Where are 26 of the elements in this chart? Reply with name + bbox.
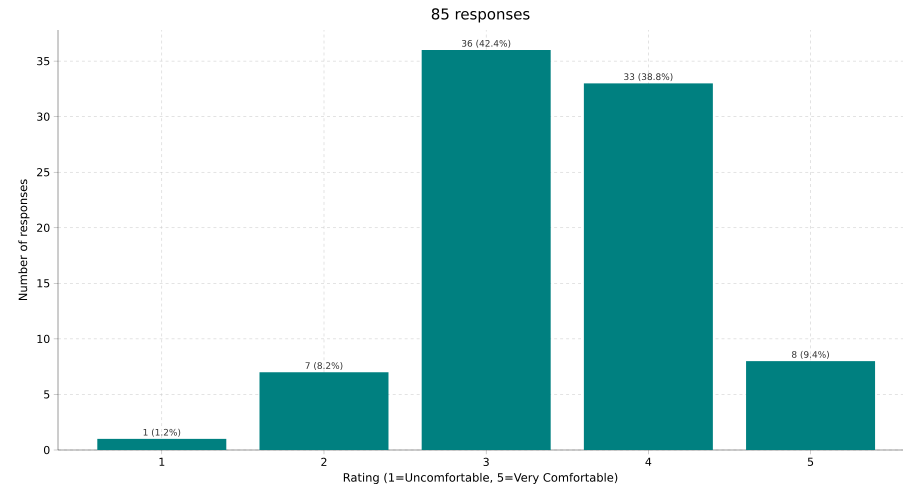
y-tick-label: 30 <box>37 112 50 121</box>
y-tick-label: 10 <box>37 334 50 344</box>
data-label: 1 (1.2%) <box>144 428 180 437</box>
x-tick-label: 5 <box>808 458 814 466</box>
x-tick-label: 2 <box>321 458 326 466</box>
data-label: 33 (38.8%) <box>624 73 672 82</box>
y-tick-label: 20 <box>37 224 50 232</box>
bar <box>584 83 713 450</box>
bar <box>422 50 551 450</box>
y-tick-label: 15 <box>37 279 50 288</box>
data-label: 7 (8.2%) <box>306 362 342 370</box>
y-tick-label: 35 <box>37 56 50 66</box>
x-axis-title: Rating (1=Uncomfortable, 5=Very Comfortable) <box>344 472 618 484</box>
chart-title: 85 responses <box>432 8 530 22</box>
y-tick-label: 25 <box>37 168 50 176</box>
bar <box>259 372 388 450</box>
data-label: 8 (9.4%) <box>792 350 829 359</box>
x-tick-label: 1 <box>160 458 164 466</box>
x-tick-label: 4 <box>645 458 652 466</box>
bar <box>746 361 876 450</box>
bar <box>97 438 226 450</box>
y-tick-label: 5 <box>44 390 50 399</box>
x-tick-label: 3 <box>484 458 489 466</box>
data-label: 36 (42.4%) <box>462 40 510 48</box>
y-axis-title: Number of responses <box>18 179 30 300</box>
y-tick-label: 0 <box>44 446 50 454</box>
